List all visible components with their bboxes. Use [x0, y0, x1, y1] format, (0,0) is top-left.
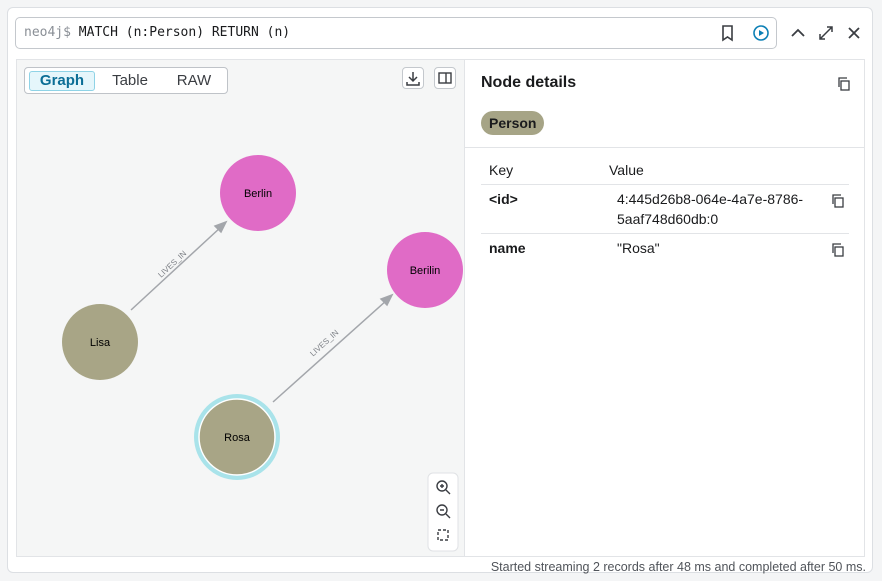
tab[interactable]: RAW [176, 72, 212, 89]
node-label: Berlin [244, 188, 272, 200]
details-panel [465, 59, 865, 557]
copy-icon[interactable] [830, 193, 846, 209]
node-label: Rosa [224, 432, 251, 444]
table-header: Key [489, 162, 514, 178]
zoom-out[interactable] [436, 504, 448, 516]
graph-canvas: LIVES_IN LIVES_IN Berlin Berilin Lisa Ro… [62, 155, 463, 552]
edge [130, 226, 222, 311]
collapse-icon[interactable] [791, 28, 805, 37]
node[interactable] [387, 232, 463, 308]
property-key: <id> [489, 191, 518, 207]
copy-icon[interactable] [836, 76, 852, 92]
download-button[interactable] [402, 67, 424, 89]
tab[interactable]: Graph [29, 71, 95, 91]
copy-icon[interactable] [830, 242, 846, 258]
status-text: Started streaming 2 records after 48 ms … [490, 560, 866, 574]
query-text: MATCH (n:Person) RETURN (n) [78, 25, 291, 40]
node-label: Lisa [90, 337, 111, 349]
node-label: Berilin [410, 265, 441, 277]
node[interactable] [220, 155, 296, 231]
divider [465, 147, 865, 148]
prompt: neo4j$ [24, 25, 71, 40]
property-value: 4:445d26b8-064e-4a7e-8786-5aaf748d60db:0 [617, 191, 804, 227]
edge-label: LIVES_IN [156, 249, 188, 280]
row-divider [481, 233, 849, 234]
label-chip[interactable]: Person [481, 111, 545, 135]
edge [272, 299, 388, 403]
table-header: Value [609, 162, 644, 178]
toggle-panel-button[interactable] [434, 67, 456, 89]
run-icon[interactable] [753, 25, 769, 41]
toolbar-icons [722, 25, 860, 42]
tab[interactable]: Table [112, 72, 148, 89]
query-bar[interactable]: neo4j$ MATCH (n:Person) RETURN (n) [15, 17, 777, 49]
zoom-in[interactable] [436, 480, 448, 492]
zoom-controls [427, 472, 459, 552]
fullscreen-icon[interactable] [819, 26, 833, 40]
property-key: name [489, 240, 526, 256]
fit-view[interactable] [437, 529, 449, 541]
node[interactable] [62, 304, 138, 380]
bookmark-icon[interactable] [722, 25, 733, 42]
arrowhead [213, 220, 228, 234]
arrowhead [379, 293, 394, 307]
property-value: "Rosa" [617, 240, 660, 256]
details-title: Node details [481, 74, 577, 91]
view-tabs: Graph Table RAW [24, 67, 228, 94]
node[interactable] [198, 398, 276, 476]
row-divider [481, 184, 849, 185]
close-icon[interactable] [848, 27, 860, 39]
edge-label: LIVES_IN [308, 328, 340, 358]
